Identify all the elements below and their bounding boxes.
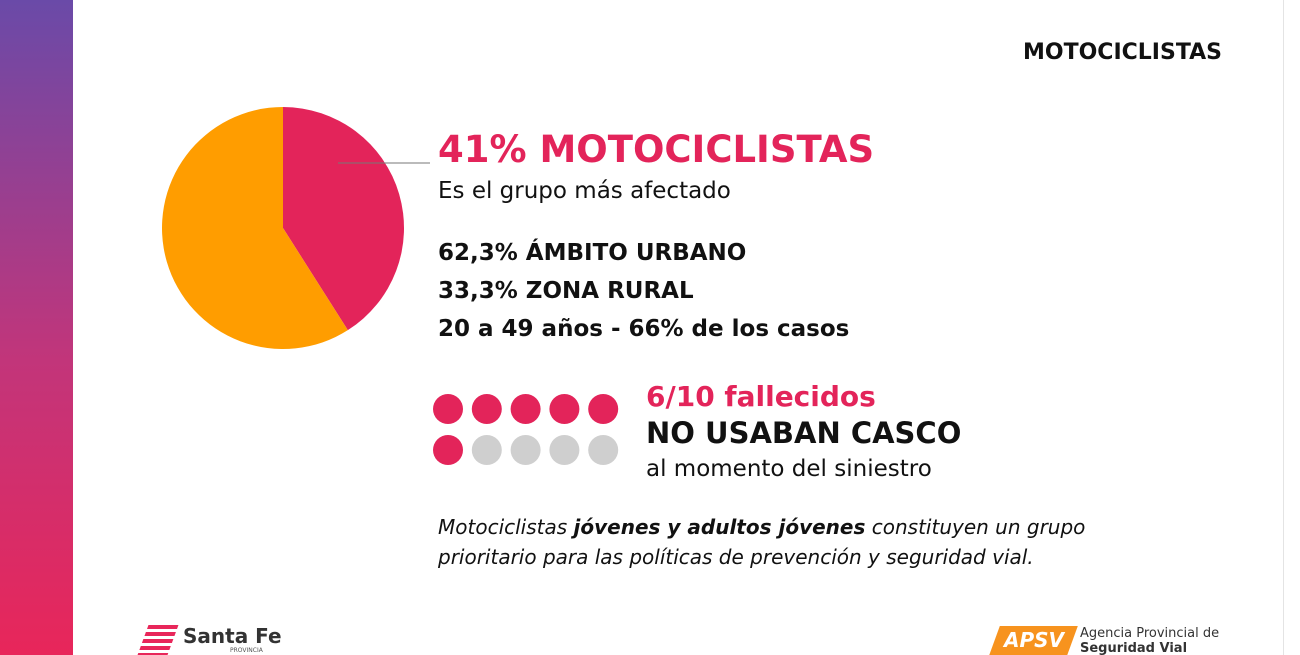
helmet-ratio: 6/10 fallecidos: [646, 380, 876, 413]
dot-filled: [510, 394, 541, 424]
dot-filled: [471, 394, 502, 424]
santafe-sub: PROVINCIA: [230, 647, 263, 654]
stat: 20 a 49 años - 66% de los casos: [438, 316, 850, 342]
paragraph-part: jóvenes y adultos jóvenes: [573, 515, 866, 539]
dot-filled: [588, 394, 619, 424]
dot-filled: [433, 394, 463, 424]
apsv-line2: Seguridad Vial: [1080, 641, 1188, 655]
edge: [1283, 0, 1284, 655]
sidebar: [0, 0, 73, 655]
dot-empty: [549, 435, 580, 465]
apsv-line1: Agencia Provincial de: [1080, 626, 1220, 641]
title: MOTOCICLISTAS: [1023, 40, 1222, 65]
dot-empty: [510, 435, 541, 465]
dot-filled: [549, 394, 580, 424]
apsv-logo: APSV: [1004, 628, 1065, 652]
helmet-note: al momento del siniestro: [646, 456, 932, 482]
stat: 62,3% ÁMBITO URBANO: [438, 240, 747, 266]
headline: 41% MOTOCICLISTAS: [438, 128, 875, 171]
dot-empty: [588, 435, 619, 465]
dot-empty: [471, 435, 502, 465]
stat: 33,3% ZONA RURAL: [438, 278, 694, 304]
santafe-logo: Santa Fe: [183, 624, 282, 648]
helmet-title: NO USABAN CASCO: [646, 416, 962, 450]
dot-filled: [433, 435, 463, 465]
paragraph-part: Motociclistas: [438, 515, 574, 539]
paragraph: Motociclistas jóvenes y adultos jóvenes …: [438, 512, 1158, 572]
pie-slice: [162, 107, 348, 349]
paragraph-part: constituyen un grupo prioritario para la…: [438, 515, 1086, 569]
subtitle: Es el grupo más afectado: [438, 178, 731, 204]
